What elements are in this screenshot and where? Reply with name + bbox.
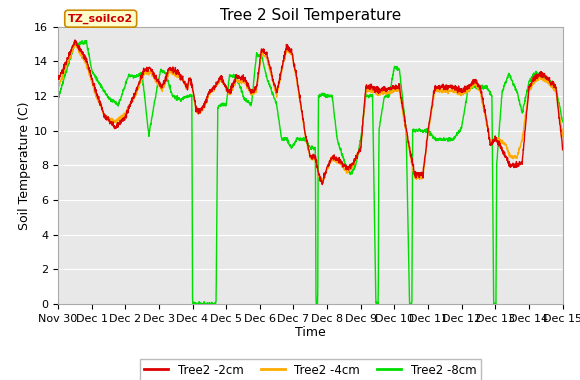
Tree2 -8cm: [545, 78, 552, 82]
Line: Tree2 -2cm: Tree2 -2cm: [58, 40, 563, 184]
Tree2 -2cm: [559, 147, 566, 152]
Tree2 -8cm: [300, 137, 307, 142]
Tree2 -2cm: [71, 38, 78, 42]
Tree2 -4cm: [318, 181, 325, 186]
Tree2 -8cm: [55, 97, 61, 101]
Tree2 -2cm: [55, 76, 61, 80]
Tree2 -4cm: [300, 123, 307, 128]
Tree2 -8cm: [83, 38, 90, 43]
Tree2 -2cm: [545, 76, 552, 81]
Tree2 -2cm: [300, 119, 307, 124]
Tree2 -2cm: [287, 50, 293, 55]
Tree2 -8cm: [287, 143, 294, 147]
Title: Tree 2 Soil Temperature: Tree 2 Soil Temperature: [220, 8, 401, 23]
Tree2 -2cm: [319, 182, 326, 187]
Tree2 -4cm: [545, 80, 552, 84]
Line: Tree2 -8cm: Tree2 -8cm: [58, 41, 563, 304]
Tree2 -4cm: [81, 59, 88, 63]
X-axis label: Time: Time: [295, 326, 326, 339]
Line: Tree2 -4cm: Tree2 -4cm: [58, 43, 563, 184]
Tree2 -4cm: [559, 135, 566, 139]
Tree2 -8cm: [452, 134, 459, 138]
Tree2 -8cm: [545, 77, 552, 81]
Y-axis label: Soil Temperature (C): Soil Temperature (C): [19, 101, 31, 230]
Tree2 -8cm: [559, 119, 566, 124]
Tree2 -4cm: [71, 40, 78, 45]
Tree2 -4cm: [55, 87, 61, 91]
Tree2 -4cm: [545, 81, 552, 86]
Tree2 -4cm: [452, 89, 459, 93]
Tree2 -2cm: [452, 86, 459, 90]
Tree2 -4cm: [287, 49, 293, 54]
Tree2 -8cm: [80, 41, 87, 46]
Tree2 -2cm: [545, 78, 552, 82]
Tree2 -2cm: [81, 53, 88, 58]
Tree2 -8cm: [190, 302, 197, 306]
Text: TZ_soilco2: TZ_soilco2: [68, 14, 133, 24]
Legend: Tree2 -2cm, Tree2 -4cm, Tree2 -8cm: Tree2 -2cm, Tree2 -4cm, Tree2 -8cm: [140, 359, 481, 380]
